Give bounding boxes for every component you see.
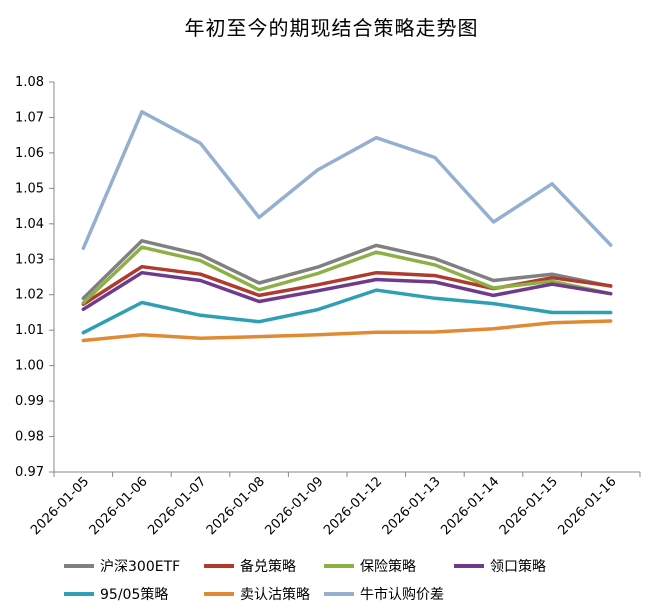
y-tick-label: 1.05 — [15, 181, 44, 196]
x-tick-label: 2026-01-13 — [380, 474, 444, 538]
legend-label: 备兑策略 — [240, 559, 296, 575]
legend-item: 卖认沽策略 — [204, 584, 310, 604]
legend-swatch — [204, 592, 234, 596]
legend-swatch — [324, 592, 354, 596]
legend-item: 牛市认购价差 — [324, 584, 444, 604]
chart-title: 年初至今的期现结合策略走势图 — [184, 16, 479, 40]
x-tick-label: 2026-01-08 — [204, 474, 268, 538]
series-line — [81, 270, 613, 312]
legend-swatch — [204, 564, 234, 568]
y-tick-label: 1.08 — [15, 75, 44, 90]
x-tick-label: 2026-01-09 — [262, 474, 326, 538]
y-tick-label: 1.03 — [15, 252, 44, 267]
y-tick-label: 1.00 — [15, 359, 44, 374]
y-tick-label: 1.01 — [15, 323, 44, 338]
series-line — [81, 110, 613, 251]
legend-swatch — [454, 564, 484, 568]
y-tick-label: 1.04 — [15, 217, 44, 232]
legend-item: 备兑策略 — [204, 556, 296, 576]
y-tick-label: 1.07 — [15, 110, 44, 125]
legend-label: 95/05策略 — [100, 587, 169, 603]
legend-label: 领口策略 — [490, 559, 546, 575]
series-line — [81, 239, 613, 301]
legend-item: 95/05策略 — [64, 584, 168, 604]
x-tick-label: 2026-01-05 — [28, 474, 92, 538]
y-tick-label: 1.02 — [15, 288, 44, 303]
x-tick-label: 2026-01-07 — [145, 474, 209, 538]
legend-label: 沪深300ETF — [100, 559, 181, 575]
y-tick-label: 0.97 — [15, 465, 44, 480]
legend-label: 卖认沽策略 — [240, 587, 310, 603]
y-tick-label: 0.98 — [15, 430, 44, 445]
x-tick-label: 2026-01-15 — [497, 474, 561, 538]
legend-item: 领口策略 — [454, 556, 546, 576]
y-tick-label: 1.06 — [15, 146, 44, 161]
y-tick-label: 0.99 — [15, 394, 44, 409]
legend-swatch — [64, 564, 94, 568]
series-line — [81, 288, 613, 335]
legend-label: 牛市认购价差 — [360, 587, 444, 603]
x-tick-label: 2026-01-12 — [321, 474, 385, 538]
x-tick-label: 2026-01-06 — [87, 474, 151, 538]
legend-swatch — [324, 564, 354, 568]
series-line — [81, 319, 613, 343]
x-tick-label: 2026-01-14 — [438, 474, 502, 538]
series-line — [81, 245, 613, 305]
legend-item: 保险策略 — [324, 556, 416, 576]
legend-item: 沪深300ETF — [64, 556, 180, 576]
x-tick-label: 2026-01-16 — [555, 474, 619, 538]
legend-swatch — [64, 592, 94, 596]
legend-label: 保险策略 — [360, 559, 416, 575]
